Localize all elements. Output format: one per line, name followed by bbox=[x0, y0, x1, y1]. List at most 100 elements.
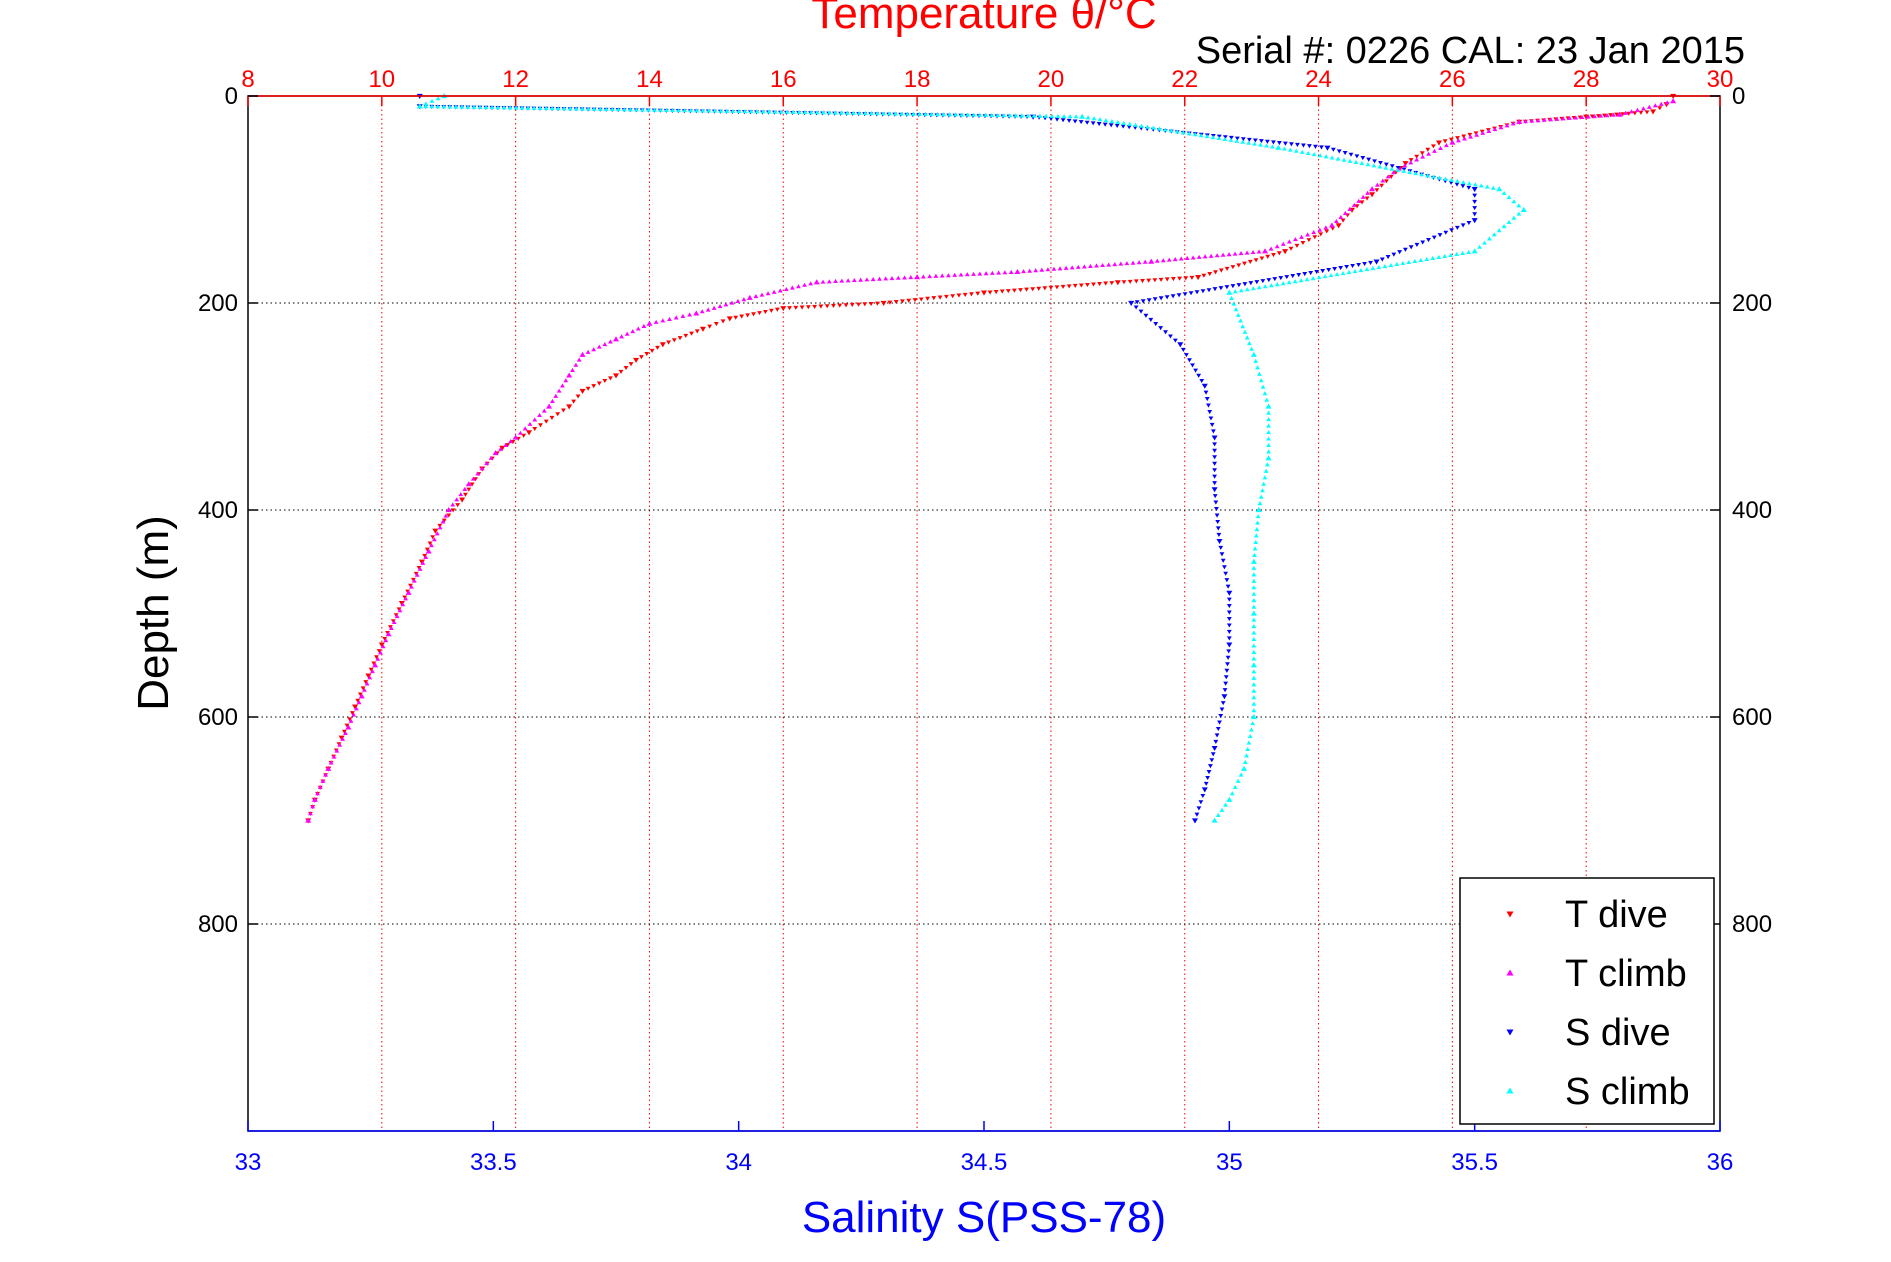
data-point bbox=[1480, 130, 1486, 135]
data-point bbox=[1431, 174, 1436, 179]
data-point bbox=[1472, 199, 1478, 204]
data-point bbox=[1102, 122, 1108, 127]
data-point bbox=[1385, 174, 1391, 179]
data-point bbox=[1262, 248, 1269, 254]
depth-tick-label-right: 0 bbox=[1732, 83, 1745, 110]
data-point bbox=[1338, 265, 1344, 271]
data-point bbox=[1320, 269, 1326, 274]
data-point bbox=[1263, 468, 1269, 473]
data-point bbox=[977, 112, 983, 117]
data-point bbox=[899, 111, 904, 116]
data-point bbox=[383, 638, 389, 643]
data-point bbox=[362, 687, 367, 692]
data-point bbox=[1250, 351, 1257, 357]
data-point bbox=[1109, 119, 1115, 124]
data-point bbox=[1222, 565, 1227, 570]
data-point bbox=[1153, 322, 1159, 327]
data-point bbox=[355, 698, 361, 703]
data-point bbox=[889, 276, 895, 281]
data-point bbox=[1567, 115, 1572, 120]
data-point bbox=[1094, 263, 1099, 268]
data-point bbox=[435, 104, 441, 109]
data-point bbox=[1027, 268, 1033, 273]
series-s-climb bbox=[416, 93, 1527, 823]
data-point bbox=[1158, 296, 1164, 301]
data-point bbox=[1272, 277, 1278, 282]
data-point bbox=[353, 706, 359, 711]
data-point bbox=[1180, 130, 1186, 135]
data-point bbox=[1274, 282, 1280, 287]
data-point bbox=[1250, 714, 1257, 720]
data-point bbox=[1078, 120, 1084, 125]
data-point bbox=[1253, 539, 1259, 545]
salinity-tick-label: 33.5 bbox=[470, 1149, 517, 1176]
data-point bbox=[1230, 265, 1236, 270]
depth-tick-label-right: 600 bbox=[1732, 704, 1772, 731]
data-point bbox=[1316, 275, 1322, 280]
data-point bbox=[477, 104, 483, 109]
data-point bbox=[958, 272, 964, 277]
data-point bbox=[549, 415, 555, 420]
data-point bbox=[1128, 300, 1135, 306]
data-point bbox=[473, 477, 478, 482]
grid-lines bbox=[248, 96, 1720, 1131]
temp-tick-label: 24 bbox=[1305, 66, 1332, 93]
data-point bbox=[802, 109, 808, 115]
data-point bbox=[1251, 565, 1257, 570]
data-point bbox=[567, 106, 573, 111]
data-point bbox=[1140, 299, 1146, 304]
data-point bbox=[1342, 151, 1348, 156]
data-point bbox=[1251, 688, 1257, 693]
data-point bbox=[380, 644, 386, 649]
data-point bbox=[1657, 106, 1663, 111]
data-point bbox=[560, 383, 565, 388]
data-point bbox=[351, 712, 357, 717]
data-point bbox=[458, 492, 464, 497]
data-point bbox=[429, 543, 434, 548]
data-point bbox=[699, 309, 705, 314]
data-point bbox=[1152, 297, 1158, 302]
data-point bbox=[1394, 261, 1400, 267]
data-point bbox=[1213, 739, 1219, 744]
data-point bbox=[566, 404, 573, 410]
data-point bbox=[983, 271, 989, 276]
data-point bbox=[1460, 184, 1466, 189]
data-point bbox=[440, 519, 446, 524]
data-point bbox=[1219, 807, 1225, 812]
data-point bbox=[1191, 818, 1198, 824]
data-point bbox=[900, 299, 905, 304]
data-point bbox=[1042, 286, 1048, 291]
data-point bbox=[1100, 262, 1106, 268]
data-point bbox=[1060, 284, 1066, 289]
data-point bbox=[507, 105, 513, 110]
data-point bbox=[1271, 253, 1276, 258]
data-point bbox=[338, 735, 345, 741]
data-point bbox=[623, 366, 629, 371]
data-point bbox=[1219, 552, 1225, 557]
data-point bbox=[1472, 182, 1478, 187]
data-point bbox=[1055, 113, 1061, 119]
data-point bbox=[1235, 312, 1241, 317]
data-point bbox=[526, 430, 533, 436]
data-point bbox=[845, 278, 851, 283]
data-point bbox=[1048, 285, 1054, 290]
data-point bbox=[1208, 253, 1214, 258]
data-point bbox=[348, 718, 354, 723]
data-point bbox=[320, 778, 326, 783]
data-point bbox=[1224, 285, 1230, 290]
data-point bbox=[1449, 139, 1456, 145]
salinity-tick-label: 35.5 bbox=[1451, 1149, 1498, 1176]
data-point bbox=[862, 302, 868, 307]
data-point bbox=[893, 300, 899, 305]
data-point bbox=[1456, 138, 1461, 143]
data-point bbox=[1217, 720, 1222, 725]
data-point bbox=[1330, 147, 1336, 152]
data-point bbox=[1048, 116, 1054, 122]
data-point bbox=[1238, 318, 1243, 323]
data-point bbox=[463, 492, 468, 497]
data-point bbox=[549, 106, 555, 111]
data-point bbox=[1258, 139, 1264, 144]
salinity-tick-label: 34 bbox=[725, 1149, 752, 1176]
data-point bbox=[1251, 630, 1257, 635]
